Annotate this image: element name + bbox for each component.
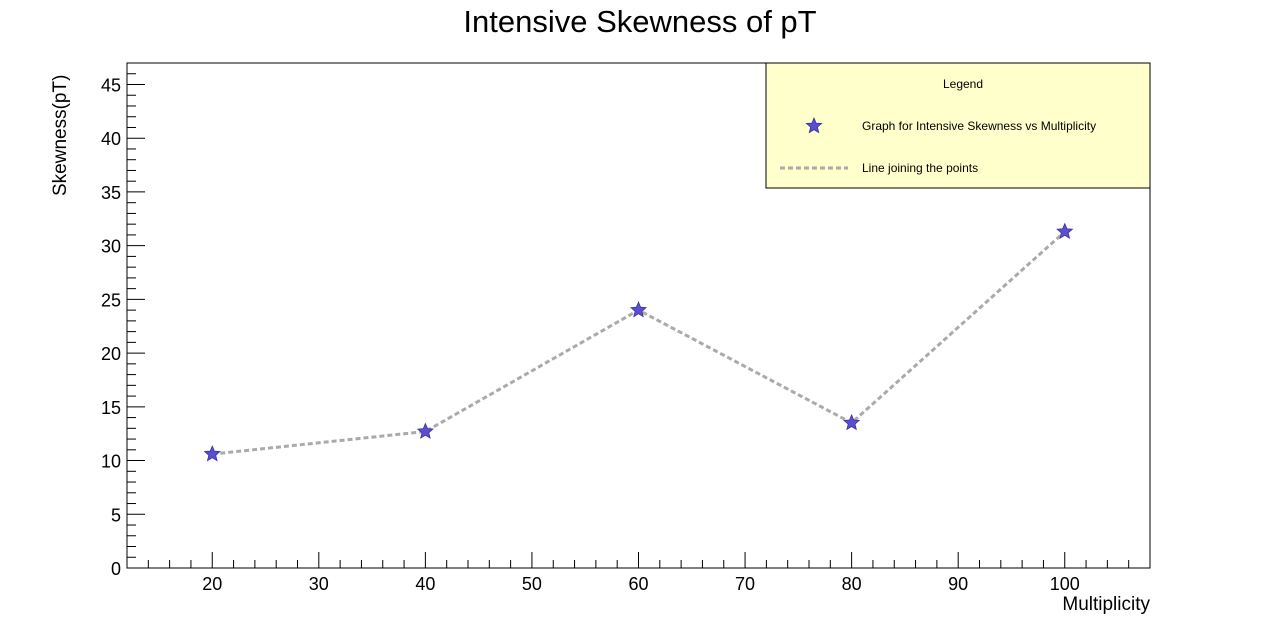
series-line: [212, 230, 1066, 456]
y-tick-label: 10: [101, 452, 121, 472]
legend-entry-line: Line joining the points: [862, 161, 978, 175]
data-point: [843, 413, 861, 431]
data-point: [416, 422, 434, 439]
series-points-group: [203, 222, 1074, 462]
legend-entry-graph: Graph for Intensive Skewness vs Multipli…: [862, 119, 1096, 133]
y-tick-label: 0: [111, 559, 121, 579]
y-tick-label: 5: [111, 505, 121, 525]
data-point: [629, 301, 648, 318]
x-tick-label: 20: [202, 574, 222, 594]
data-point: [1056, 222, 1074, 240]
chart-title: Intensive Skewness of pT: [463, 4, 816, 39]
y-tick-label: 35: [101, 183, 121, 203]
y-tick-label: 30: [101, 237, 121, 257]
y-tick-label: 15: [101, 398, 121, 418]
x-tick-label: 40: [415, 574, 435, 594]
x-tick-label: 100: [1050, 574, 1080, 594]
y-tick-label: 40: [101, 129, 121, 149]
y-axis: 0 5 10 15 20 25 30 35 40 45: [101, 62, 145, 579]
y-axis-label: Skewness(pT): [50, 75, 71, 196]
y-tick-label: 20: [101, 344, 121, 364]
x-tick-label: 70: [735, 574, 755, 594]
series-line-group: [212, 230, 1066, 456]
x-tick-label: 90: [948, 574, 968, 594]
x-tick-label: 30: [309, 574, 329, 594]
y-tick-label: 25: [101, 290, 121, 310]
x-tick-label: 60: [628, 574, 648, 594]
x-tick-label: 50: [522, 574, 542, 594]
legend-marker-star-icon: [805, 116, 823, 134]
y-tick-label: 45: [101, 75, 121, 95]
legend: Legend Graph for Intensive Skewness vs M…: [765, 62, 1151, 189]
x-tick-label: 80: [842, 574, 862, 594]
legend-title: Legend: [943, 77, 983, 91]
x-axis-label: Multiplicity: [1062, 594, 1150, 615]
data-point: [203, 445, 221, 462]
x-axis: 20 30 40 50 60 70 80 90 100: [126, 552, 1151, 594]
